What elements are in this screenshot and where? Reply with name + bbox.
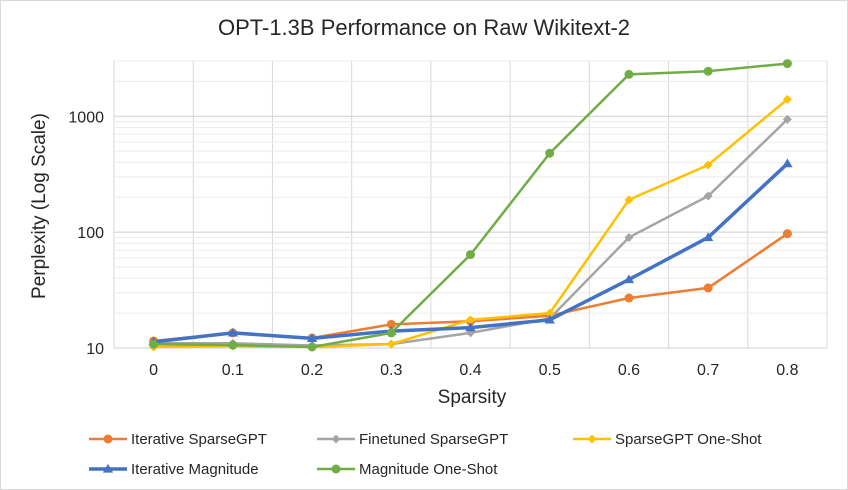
- x-tick-label: 0.7: [697, 362, 719, 379]
- data-point: [782, 114, 792, 124]
- chart-title: OPT-1.3B Performance on Raw Wikitext-2: [218, 15, 630, 40]
- legend-label: Iterative Magnitude: [131, 461, 259, 478]
- data-point: [228, 340, 238, 350]
- series-line: [153, 98, 789, 349]
- x-tick-label: 0.2: [301, 362, 323, 379]
- x-tick-label: 0.3: [380, 362, 402, 379]
- data-point: [465, 322, 476, 332]
- data-point: [307, 342, 317, 352]
- x-tick-label: 0: [149, 362, 158, 379]
- data-point: [466, 250, 475, 260]
- data-point: [703, 66, 713, 76]
- data-point: [466, 315, 475, 325]
- legend-item: Iterative Magnitude: [89, 461, 259, 478]
- x-tick-label: 0.4: [459, 362, 481, 379]
- legend-marker: [587, 434, 597, 444]
- data-point: [624, 195, 634, 205]
- legend-label: Finetuned SparseGPT: [359, 431, 508, 448]
- data-point: [545, 148, 555, 158]
- legend-label: Iterative SparseGPT: [131, 431, 267, 448]
- data-point: [386, 319, 396, 329]
- data-point: [782, 94, 792, 104]
- x-tick-label: 0.6: [618, 362, 640, 379]
- data-point: [703, 283, 713, 293]
- x-tick-label: 0.1: [222, 362, 244, 379]
- data-point: [782, 59, 792, 69]
- legend-label: SparseGPT One-Shot: [615, 431, 762, 448]
- y-tick-label: 10: [86, 341, 104, 358]
- data-point: [545, 308, 555, 318]
- legend-item: SparseGPT One-Shot: [573, 431, 762, 448]
- data-point: [149, 339, 159, 349]
- legend-marker: [331, 464, 341, 474]
- legend-marker: [102, 463, 114, 473]
- y-axis-title: Perplexity (Log Scale): [29, 113, 50, 299]
- x-tick-label: 0.5: [539, 362, 561, 379]
- data-point: [306, 333, 318, 343]
- x-axis-title: Sparsity: [438, 387, 507, 408]
- data-point: [544, 314, 555, 324]
- y-tick-label: 100: [77, 225, 104, 242]
- data-point: [782, 158, 793, 168]
- legend-marker: [331, 434, 341, 444]
- series-lines: [148, 59, 793, 352]
- data-point: [227, 327, 239, 337]
- y-tick-label: 1000: [68, 109, 104, 126]
- series-magnitude-one-shot: [149, 59, 792, 352]
- data-point: [782, 229, 792, 239]
- data-point: [624, 69, 634, 79]
- data-point: [623, 274, 635, 284]
- data-point: [386, 328, 396, 338]
- data-point: [702, 232, 714, 242]
- legend: Iterative SparseGPT Finetuned SparseGPT Sp…: [89, 431, 762, 478]
- data-point: [624, 293, 634, 303]
- legend-marker: [103, 434, 113, 444]
- legend-label: Magnitude One-Shot: [359, 461, 498, 478]
- gridlines: [113, 60, 828, 349]
- data-point: [624, 232, 634, 242]
- axes: 10 100 1000 0 0.1 0.2 0.3 0.4 0.5 0.6 0.7 0.8: [68, 109, 798, 379]
- x-tick-label: 0.8: [776, 362, 798, 379]
- legend-item: Iterative SparseGPT: [89, 431, 267, 448]
- data-point: [386, 339, 396, 349]
- data-point: [703, 191, 713, 201]
- legend-item: Magnitude One-Shot: [317, 461, 498, 478]
- legend-item: Finetuned SparseGPT: [317, 431, 508, 448]
- data-point: [703, 160, 713, 170]
